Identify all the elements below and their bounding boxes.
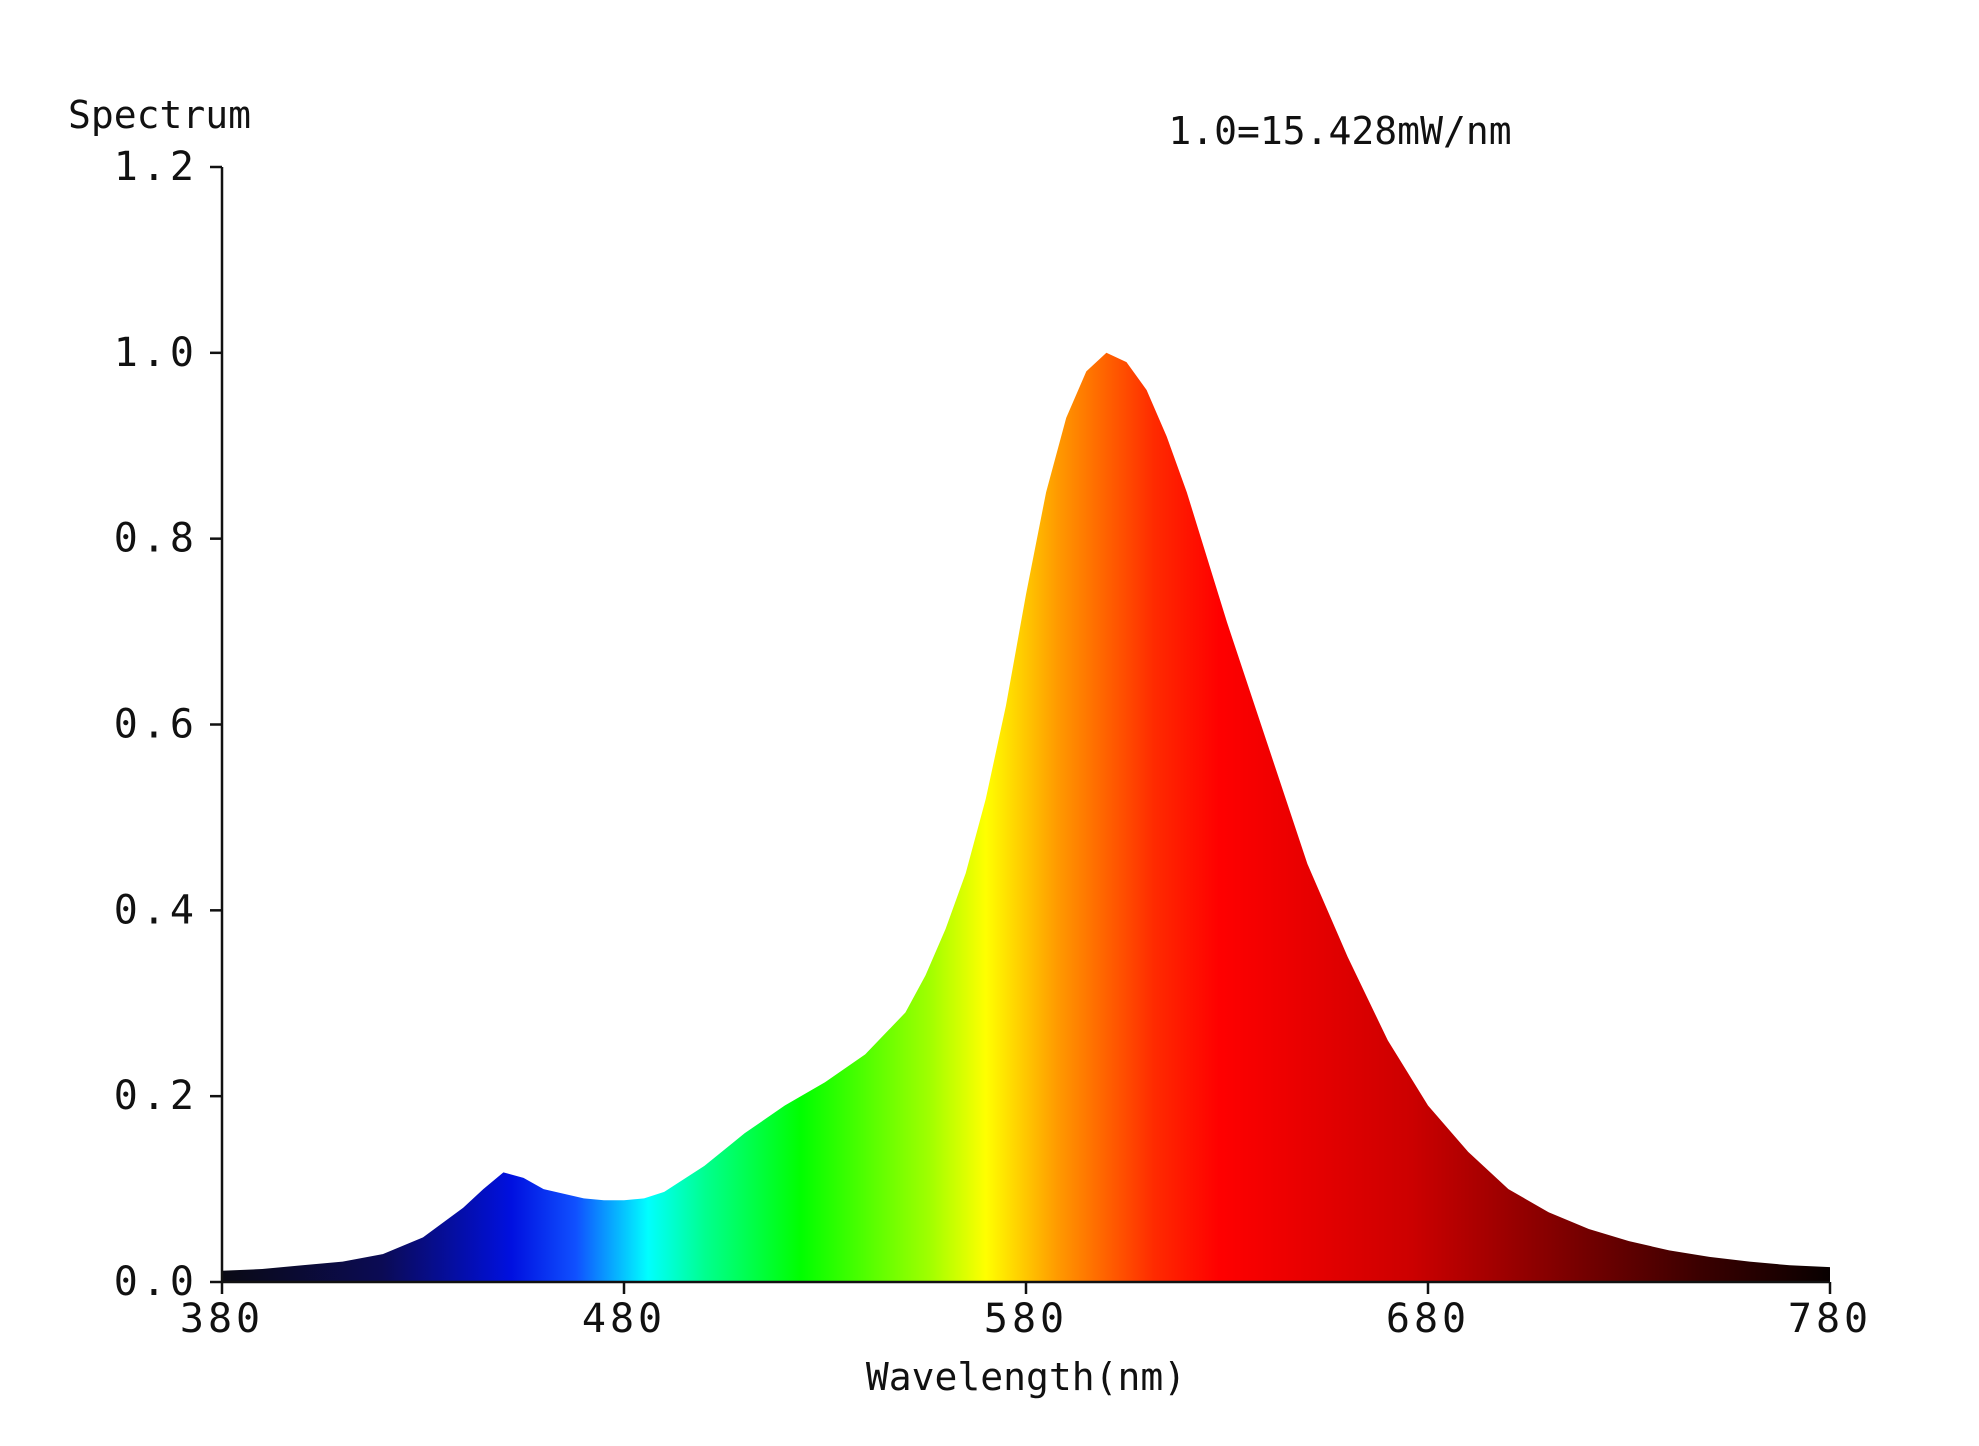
x-ticks: 380 480 580 680 780 [180,1282,1872,1342]
y-tick-label: 1.2 [114,144,198,190]
y-ticks: 0.0 0.2 0.4 0.6 0.8 1.0 1.2 [114,144,222,1305]
x-axis-label: Wavelength(nm) [866,1355,1186,1399]
y-tick-label: 1.0 [114,330,198,376]
y-tick-label: 0.4 [114,887,198,933]
x-tick-label: 380 [180,1296,264,1342]
scale-annotation: 1.0=15.428mW/nm [1168,109,1511,153]
y-tick-label: 0.6 [114,702,198,748]
spectrum-area [222,352,1830,1282]
x-tick-label: 580 [984,1296,1068,1342]
y-tick-label: 0.8 [114,516,198,562]
y-tick-label: 0.2 [114,1073,198,1119]
y-tick-label: 0.0 [114,1259,198,1305]
x-tick-label: 780 [1788,1296,1872,1342]
x-tick-label: 480 [582,1296,666,1342]
y-axis-label: Spectrum [68,93,251,137]
x-tick-label: 680 [1386,1296,1470,1342]
